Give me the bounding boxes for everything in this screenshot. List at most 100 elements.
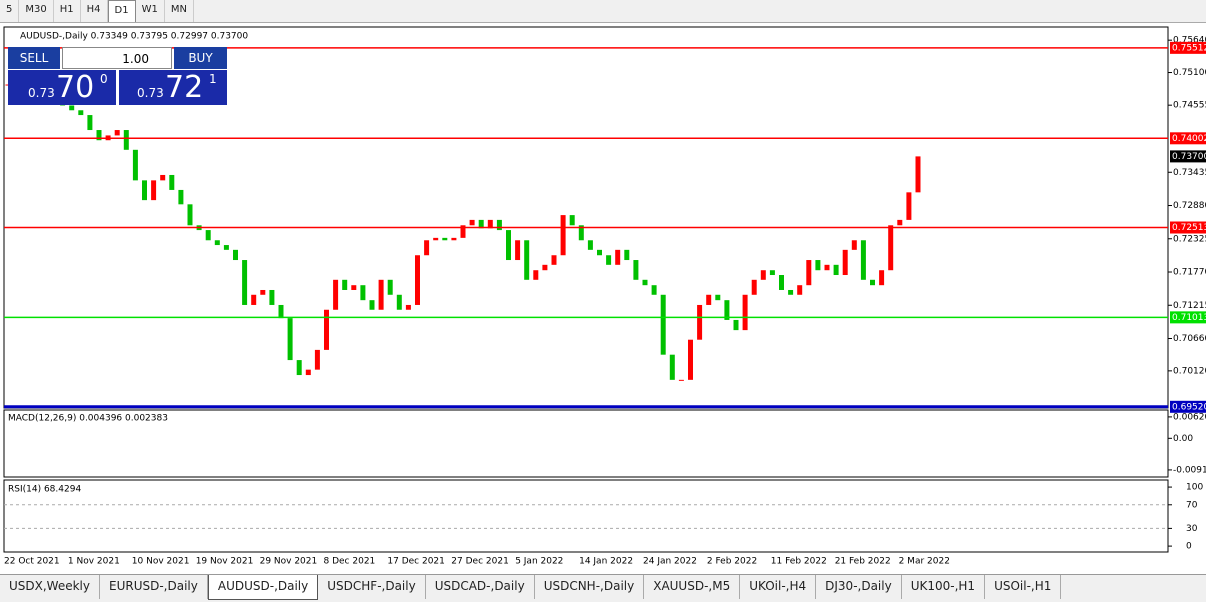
chart: AUDUSD-,Daily 0.73349 0.73795 0.72997 0.… xyxy=(3,26,1206,567)
current-price-label: 0.73700 xyxy=(1172,152,1206,162)
candle xyxy=(506,230,511,261)
candle xyxy=(360,285,366,301)
candle xyxy=(578,225,584,241)
chart-tab[interactable]: UK100-,H1 xyxy=(902,575,986,599)
candle xyxy=(314,349,320,370)
candle xyxy=(806,260,812,286)
candle xyxy=(296,360,302,376)
candle xyxy=(396,294,402,310)
timeframe-button[interactable]: M30 xyxy=(19,0,54,22)
ask-frac: 1 xyxy=(209,72,217,86)
y-tick-label: 0.73435 xyxy=(1173,168,1206,178)
chart-tab[interactable]: USDX,Weekly xyxy=(0,575,100,599)
chart-tab[interactable]: UKOil-,H4 xyxy=(740,575,817,599)
candle xyxy=(797,285,803,295)
candle xyxy=(633,260,639,280)
lot-input[interactable]: 1.00 xyxy=(62,47,172,69)
candle xyxy=(597,249,602,256)
candle xyxy=(305,369,311,376)
rsi-label: RSI(14) 68.4294 xyxy=(8,485,81,495)
candle xyxy=(132,149,138,181)
candle xyxy=(879,270,885,286)
candle xyxy=(651,285,657,295)
x-tick-label: 24 Jan 2022 xyxy=(643,557,697,567)
timeframe-button[interactable]: H1 xyxy=(54,0,81,22)
candle xyxy=(342,279,348,290)
sell-button[interactable]: SELL xyxy=(8,47,60,69)
level-label: 0.72513 xyxy=(1172,223,1206,233)
candle xyxy=(515,240,521,261)
timeframe-button[interactable]: MN xyxy=(165,0,194,22)
candle xyxy=(142,180,147,201)
x-tick-label: 11 Feb 2022 xyxy=(771,557,827,567)
candle xyxy=(415,255,420,305)
candle xyxy=(151,180,157,201)
candle xyxy=(669,354,675,380)
candle xyxy=(788,289,794,295)
x-tick-label: 19 Nov 2021 xyxy=(196,557,254,567)
rsi-tick-label: 100 xyxy=(1186,483,1203,493)
candle xyxy=(242,260,248,305)
candle xyxy=(487,219,493,229)
candle xyxy=(724,300,730,320)
timeframe-button[interactable]: H4 xyxy=(81,0,108,22)
level-label: 0.74002 xyxy=(1172,134,1206,144)
timeframe-button[interactable]: 5 xyxy=(0,0,20,22)
candle xyxy=(760,270,766,280)
chart-tab[interactable]: DJ30-,Daily xyxy=(816,575,902,599)
chart-tab[interactable]: USDCAD-,Daily xyxy=(426,575,535,599)
candle xyxy=(915,156,921,193)
candle xyxy=(287,318,293,361)
timeframe-button[interactable]: D1 xyxy=(107,0,136,22)
candle xyxy=(78,110,84,116)
candle xyxy=(405,304,411,310)
macd-tick-label: 0.00 xyxy=(1173,434,1193,444)
trade-panel: SELL 1.00 BUY 0.73 70 0 0.73 72 1 xyxy=(8,47,227,105)
candle xyxy=(214,240,220,246)
x-tick-label: 22 Oct 2021 xyxy=(4,557,60,567)
candle xyxy=(496,219,502,231)
timeframe-button[interactable]: W1 xyxy=(136,0,165,22)
candle xyxy=(187,204,193,226)
level-tag xyxy=(1170,311,1206,324)
bid-box[interactable]: 0.73 70 0 xyxy=(8,70,116,105)
candle xyxy=(378,279,384,310)
bid-big: 0.73 xyxy=(28,86,55,100)
level-label: 0.69520 xyxy=(1172,402,1206,412)
y-tick-label: 0.72325 xyxy=(1173,234,1206,244)
buy-button[interactable]: BUY xyxy=(174,47,227,69)
macd-label: MACD(12,26,9) 0.004396 0.002383 xyxy=(8,414,168,424)
candle xyxy=(123,130,129,150)
candle xyxy=(442,237,448,241)
x-tick-label: 14 Jan 2022 xyxy=(579,557,633,567)
timeframe-toolbar: 5 M30 H1 H4 D1 W1 MN xyxy=(0,0,1206,23)
chart-tab[interactable]: AUDUSD-,Daily xyxy=(207,575,319,600)
level-tag xyxy=(1170,41,1206,54)
x-tick-label: 21 Feb 2022 xyxy=(835,557,891,567)
chart-tab[interactable]: USDCNH-,Daily xyxy=(535,575,645,599)
candle xyxy=(569,215,575,226)
chart-tab[interactable]: USDCHF-,Daily xyxy=(318,575,426,599)
ask-box[interactable]: 0.73 72 1 xyxy=(119,70,227,105)
candle xyxy=(897,219,903,226)
x-tick-label: 1 Nov 2021 xyxy=(68,557,120,567)
bid-pips: 70 xyxy=(56,70,95,105)
level-label: 0.75512 xyxy=(1172,43,1206,53)
x-tick-label: 29 Nov 2021 xyxy=(260,557,318,567)
chart-tabs: USDX,Weekly EURUSD-,Daily AUDUSD-,Daily USD… xyxy=(0,574,1206,602)
chart-tab[interactable]: USOil-,H1 xyxy=(985,575,1062,599)
chart-tab[interactable]: XAUUSD-,M5 xyxy=(644,575,741,599)
candle xyxy=(278,304,284,319)
chart-tab[interactable]: EURUSD-,Daily xyxy=(100,575,208,599)
candle xyxy=(642,279,648,286)
level-tag xyxy=(1170,221,1206,234)
y-tick-label: 0.74555 xyxy=(1173,101,1206,111)
candle xyxy=(733,319,739,331)
